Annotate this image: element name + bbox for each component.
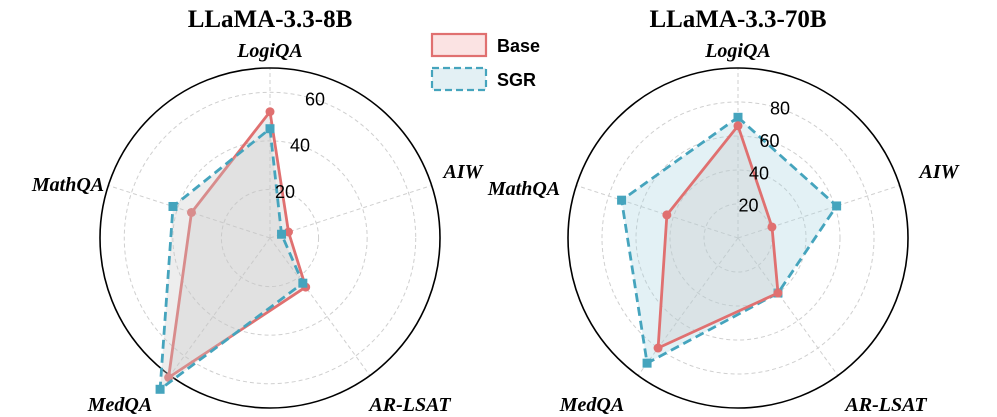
radar-grid [99,67,441,409]
tick-label-40: 40 [749,163,769,183]
series-fill-base [658,125,778,348]
spoke-medqa [637,237,739,376]
data-point-base-medqa [653,343,663,353]
legend-swatch-sgr [430,66,488,92]
tick-label-80: 80 [770,99,790,119]
spoke-ar-lsat [737,237,839,376]
axis-label-aiw: AIW [442,161,484,183]
data-point-base-logiqa [733,121,743,131]
radar-series-layer [617,112,842,368]
spoke-ar-lsat [269,237,371,376]
data-point-sgr-logiqa [733,112,743,122]
series-line-base [656,124,780,350]
data-point-sgr-mathqa [168,201,178,211]
tick-label-20: 20 [738,196,758,216]
grid-ring-40 [172,140,368,336]
legend-item-base: Base [430,32,540,58]
data-point-sgr-logiqa [265,124,275,134]
axis-label-medqa: MedQA [87,394,152,416]
data-point-sgr-mathqa [617,195,627,205]
legend-item-sgr: SGR [430,66,536,92]
legend-swatch-base [430,32,488,58]
data-point-base-ar-lsat [773,288,783,298]
radar-chart-8b: LLaMA-3.3-8B 20 40 60 LogiQA AIW AR-LSAT MedQ… [31,6,484,416]
series-fill-sgr [621,117,837,364]
axis-label-mathqa: MathQA [31,174,104,196]
axis-label-logiqa: LogiQA [236,40,303,62]
data-point-sgr-aiw [832,201,842,211]
data-point-sgr-medqa [155,384,165,394]
data-point-base-mathqa [186,207,196,217]
legend-label-sgr: SGR [497,70,536,90]
axis-label-ar-lsat: AR-LSAT [367,394,451,416]
spoke-medqa [169,237,271,376]
spoke-aiw [737,184,900,239]
radar-chart-70b: LLaMA-3.3-70B 20 40 60 80 LogiQA AIW AR-LSAT M… [487,6,960,416]
tick-label-60: 60 [760,131,780,151]
radar-series-layer [155,107,311,394]
radial-ticks: 20 40 60 [275,89,325,201]
outer-ring [99,67,441,409]
data-point-sgr-aiw [277,229,287,239]
series-line-sgr [158,127,305,391]
data-point-base-aiw [767,222,777,232]
data-point-base-aiw [283,227,293,237]
spoke-aiw [269,184,432,239]
tick-label-20: 20 [275,182,295,202]
legend-label-base: Base [497,36,540,56]
axis-labels: LogiQA AIW AR-LSAT MedQA MathQA [487,40,960,416]
axis-label-ar-lsat: AR-LSAT [843,394,927,416]
data-point-sgr-ar-lsat [298,278,308,288]
radar-grid [567,67,909,409]
data-point-sgr-medqa [642,358,652,368]
axis-label-logiqa: LogiQA [704,40,771,62]
data-point-base-mathqa [662,210,672,220]
axis-labels: LogiQA AIW AR-LSAT MedQA MathQA [31,40,484,416]
series-line-sgr [620,115,838,365]
axis-label-mathqa: MathQA [487,178,560,200]
grid-ring-60 [123,91,417,385]
outer-ring [567,67,909,409]
tick-label-60: 60 [305,89,325,109]
grid-ring-20 [220,188,320,288]
series-fill-sgr [160,128,303,390]
chart-title: LLaMA-3.3-8B [188,6,353,33]
legend: Base SGR [430,32,540,92]
axis-label-medqa: MedQA [559,394,624,416]
series-fill-base [168,111,306,378]
spoke-mathqa [576,184,739,239]
chart-title: LLaMA-3.3-70B [649,6,826,33]
grid-ring-40 [669,169,807,307]
tick-label-40: 40 [290,136,310,156]
axis-label-aiw: AIW [918,161,960,183]
data-point-base-logiqa [265,107,275,117]
radial-ticks: 20 40 60 80 [738,99,790,216]
